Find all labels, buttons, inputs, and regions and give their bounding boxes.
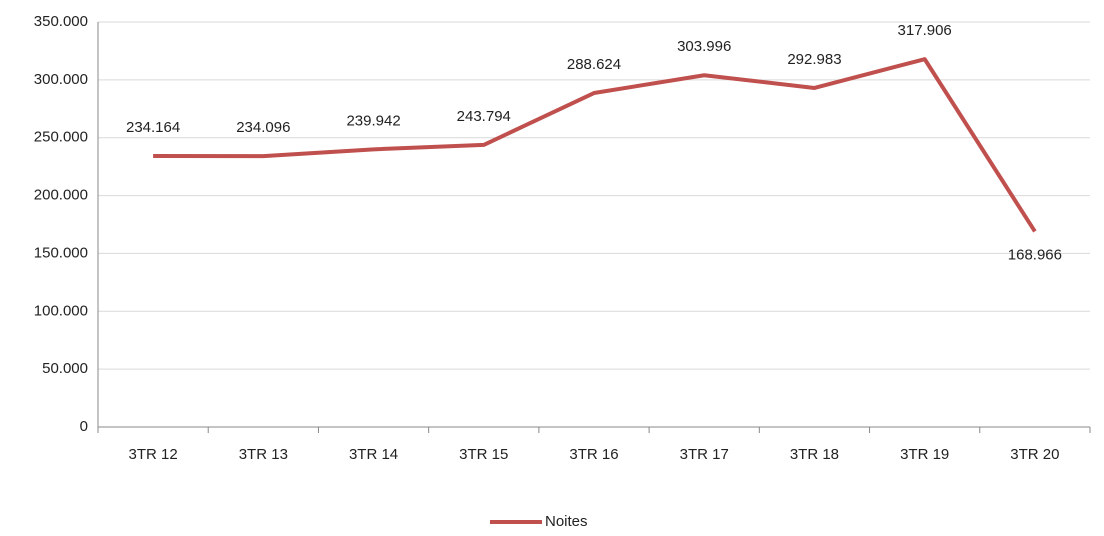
- y-tick-label: 150.000: [34, 244, 88, 261]
- data-label: 288.624: [567, 56, 621, 73]
- x-tick-label: 3TR 20: [1010, 446, 1059, 463]
- x-tick-label: 3TR 12: [129, 446, 178, 463]
- data-label: 234.096: [236, 119, 290, 136]
- x-tick-label: 3TR 14: [349, 446, 398, 463]
- y-tick-label: 250.000: [34, 129, 88, 146]
- y-tick-label: 100.000: [34, 302, 88, 319]
- y-tick-label: 350.000: [34, 13, 88, 30]
- y-tick-label: 0: [80, 418, 88, 435]
- x-tick-label: 3TR 13: [239, 446, 288, 463]
- series-line: [153, 57, 1037, 233]
- y-tick-label: 50.000: [42, 360, 88, 377]
- y-tick-label: 200.000: [34, 187, 88, 204]
- data-label: 317.906: [898, 22, 952, 39]
- x-tick-label: 3TR 18: [790, 446, 839, 463]
- x-tick-label: 3TR 19: [900, 446, 949, 463]
- data-label: 168.966: [1008, 246, 1062, 263]
- legend-label: Noites: [545, 513, 588, 530]
- data-label: 303.996: [677, 38, 731, 55]
- data-label: 234.164: [126, 119, 180, 136]
- x-tick-label: 3TR 16: [569, 446, 618, 463]
- data-label: 243.794: [457, 108, 511, 125]
- x-tick-label: 3TR 15: [459, 446, 508, 463]
- data-label: 292.983: [787, 51, 841, 68]
- x-tick-label: 3TR 17: [680, 446, 729, 463]
- data-label: 239.942: [346, 112, 400, 129]
- y-tick-label: 300.000: [34, 71, 88, 88]
